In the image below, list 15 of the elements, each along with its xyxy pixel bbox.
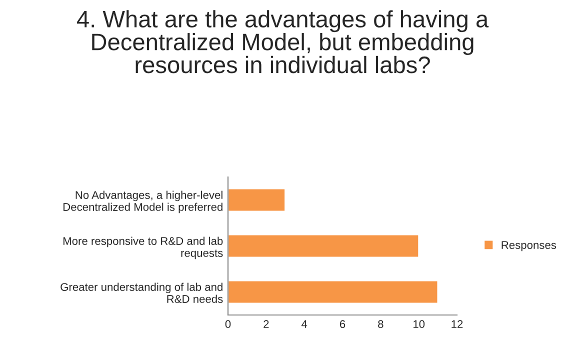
- chart-title: 4. What are the advantages of having a Decentralized Model, but embedding resources in individual labs?: [76, 10, 489, 74]
- x-tick-label: 0: [225, 320, 231, 328]
- x-tick-label: 8: [378, 320, 384, 328]
- x-tick-label: 4: [302, 320, 308, 328]
- x-tick-label: 12: [452, 320, 463, 328]
- bar: [228, 280, 439, 304]
- y-tick-label: Greater understanding of lab and R&D needs: [60, 282, 223, 303]
- x-tick-label: 10: [414, 320, 425, 328]
- bar: [228, 234, 420, 258]
- legend-label: Responses: [502, 241, 556, 252]
- x-tick-label: 6: [340, 320, 346, 328]
- y-tick-label: No Advantages, a higher-level Decentralized Model is preferred: [63, 190, 222, 214]
- bar: [228, 188, 286, 212]
- x-tick-label: 2: [264, 320, 269, 328]
- y-tick-label: More responsive to R&D and lab requests: [63, 236, 223, 260]
